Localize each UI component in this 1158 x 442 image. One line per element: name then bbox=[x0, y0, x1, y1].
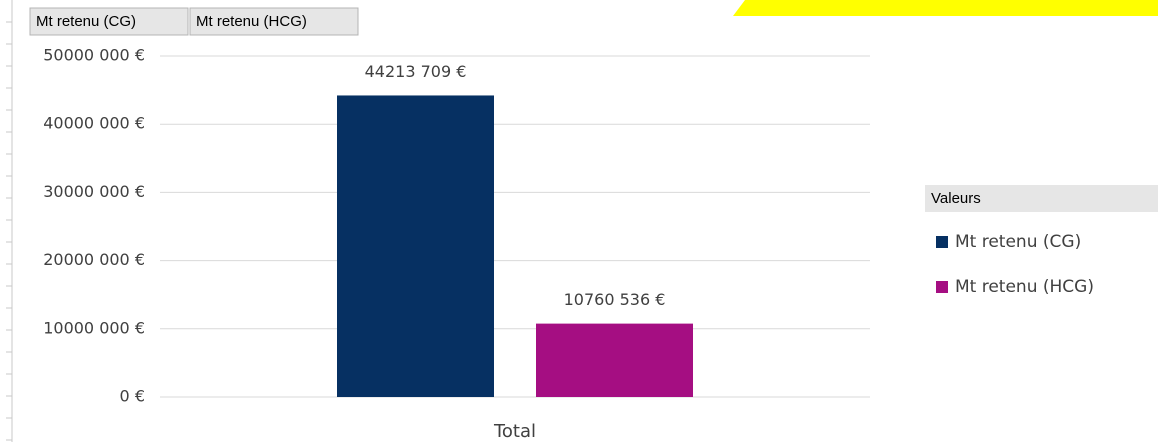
legend-label: Mt retenu (CG) bbox=[955, 232, 1081, 252]
field-button-label: Mt retenu (HCG) bbox=[196, 13, 307, 30]
decoration-shape bbox=[733, 0, 1158, 16]
data-label: 44213 709 € bbox=[365, 62, 467, 81]
y-tick-label: 10000 000 € bbox=[43, 318, 145, 337]
field-button-label: Mt retenu (CG) bbox=[36, 13, 136, 30]
field-button bbox=[29, 7, 189, 36]
y-tick-label: 40000 000 € bbox=[43, 114, 145, 133]
x-tick-label: Total bbox=[493, 421, 536, 442]
legend-title: Valeurs bbox=[931, 190, 981, 207]
cell-ticks bbox=[6, 21, 12, 441]
legend-marker bbox=[936, 281, 948, 293]
data-label: 10760 536 € bbox=[564, 290, 666, 309]
y-tick-label: 30000 000 € bbox=[43, 182, 145, 201]
legend-marker bbox=[936, 236, 948, 248]
y-tick-label: 0 € bbox=[120, 387, 145, 406]
legend-label: Mt retenu (HCG) bbox=[955, 277, 1094, 297]
y-tick-label: 50000 000 € bbox=[43, 46, 145, 65]
y-tick-label: 20000 000 € bbox=[43, 250, 145, 269]
bar bbox=[536, 323, 693, 397]
field-button bbox=[189, 7, 359, 36]
legend-header bbox=[925, 185, 1158, 212]
bar bbox=[337, 95, 494, 398]
